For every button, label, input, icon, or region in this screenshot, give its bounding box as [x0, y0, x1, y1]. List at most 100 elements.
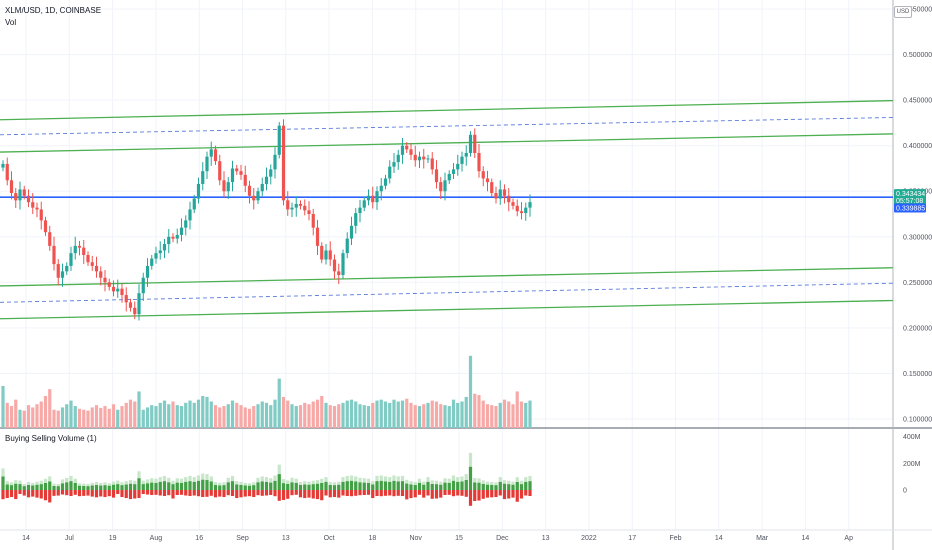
time-tick-label: Sep [236, 535, 249, 542]
sell-bar [94, 490, 99, 498]
volume-bar [307, 404, 311, 428]
sell-bar [124, 490, 128, 499]
price-tick-label: 0.100000 [903, 416, 932, 423]
candle-body [468, 134, 473, 153]
buy-bar [311, 484, 315, 490]
sell-bar [307, 490, 311, 498]
volume-bar [73, 406, 77, 428]
candle-body [341, 253, 345, 276]
volume-bar [247, 408, 252, 428]
volume-bar [396, 401, 400, 428]
candle-body [375, 191, 379, 203]
sell-bar [247, 490, 252, 497]
buy-bar [120, 485, 124, 490]
candles [1, 119, 532, 321]
volume-bar [286, 400, 290, 428]
buy-bar [77, 485, 82, 490]
candle-body [379, 185, 383, 192]
sell-bar [230, 490, 235, 496]
buy-bar [273, 480, 277, 490]
candle-body [205, 156, 209, 172]
sell-bar [358, 490, 362, 496]
volume-bar [31, 407, 35, 428]
buy-bar [260, 481, 264, 490]
time-tick-label: 13 [282, 535, 290, 542]
candle-body [196, 183, 201, 199]
sell-bar [371, 490, 375, 499]
candle-body [332, 259, 337, 272]
buy-bar [269, 482, 273, 490]
candle-body [264, 176, 269, 184]
buy-bar [524, 481, 528, 490]
volume-bar [277, 378, 281, 428]
sell-bar [349, 490, 354, 497]
candle-body [443, 180, 447, 192]
price-tick-label: 0.300000 [903, 234, 932, 241]
candle-body [90, 262, 94, 266]
sell-bar [5, 490, 9, 499]
candle-body [252, 195, 256, 201]
buy-bar [392, 480, 396, 490]
symbol-title[interactable]: XLM/USD, 1D, COINBASE [5, 6, 102, 15]
volume-label[interactable]: Vol [5, 18, 17, 27]
buy-bar [417, 482, 422, 490]
buy-bar [154, 482, 158, 490]
volume-bar [430, 400, 434, 428]
sell-bar [77, 490, 82, 497]
buy-bar [243, 485, 247, 490]
candle-body [111, 286, 116, 292]
buy-bar [468, 466, 473, 490]
buy-bar [426, 481, 430, 490]
candle-body [175, 234, 179, 239]
sell-bar [235, 490, 239, 499]
buy-bar [111, 484, 116, 490]
sell-bar [222, 490, 226, 498]
sell-bar [388, 490, 392, 496]
volume-bar [439, 404, 443, 428]
sell-bar [43, 490, 48, 501]
buy-bar [494, 485, 498, 490]
volume-bar [116, 409, 120, 428]
sell-bar [294, 490, 298, 495]
candle-body [86, 254, 90, 263]
volume-bar [341, 402, 345, 428]
volume-bar [375, 400, 379, 428]
sell-bar [290, 490, 294, 496]
volume-bar [218, 407, 222, 428]
buy-bar [511, 484, 515, 490]
time-tick-label: 2022 [581, 535, 597, 542]
sell-bar [26, 490, 31, 498]
volume-bar [94, 405, 99, 428]
candle-body [18, 189, 22, 201]
candle-body [69, 253, 73, 266]
candle-body [430, 158, 434, 170]
candle-body [137, 293, 141, 315]
buy-bar [315, 483, 320, 490]
volume-bar [179, 406, 184, 428]
volume-bar [354, 401, 358, 428]
volume-bar [324, 402, 328, 428]
candle-body [383, 178, 388, 186]
sell-bar [405, 490, 409, 500]
candle-body [179, 227, 184, 235]
candle-body [507, 195, 511, 203]
buying-selling-volume-bars [1, 452, 532, 506]
volume-bar [502, 399, 507, 428]
buy-bar [99, 485, 103, 490]
sell-bar [264, 490, 269, 496]
volume-bar [99, 407, 103, 428]
candle-body [162, 244, 167, 251]
volume-bar [107, 408, 111, 428]
buy-bar [519, 484, 524, 490]
buy-bar [239, 485, 243, 490]
volume-bar [188, 400, 192, 428]
sell-bar [273, 490, 277, 497]
currency-badge[interactable]: USD [894, 6, 912, 18]
candle-body [103, 277, 107, 283]
sell-bar [116, 490, 120, 494]
volume-bar [48, 389, 52, 428]
volume-bar [256, 404, 260, 428]
volume-bar [379, 399, 383, 428]
candle-body [396, 154, 400, 163]
indicator-label[interactable]: Buying Selling Volume (1) [5, 434, 97, 443]
